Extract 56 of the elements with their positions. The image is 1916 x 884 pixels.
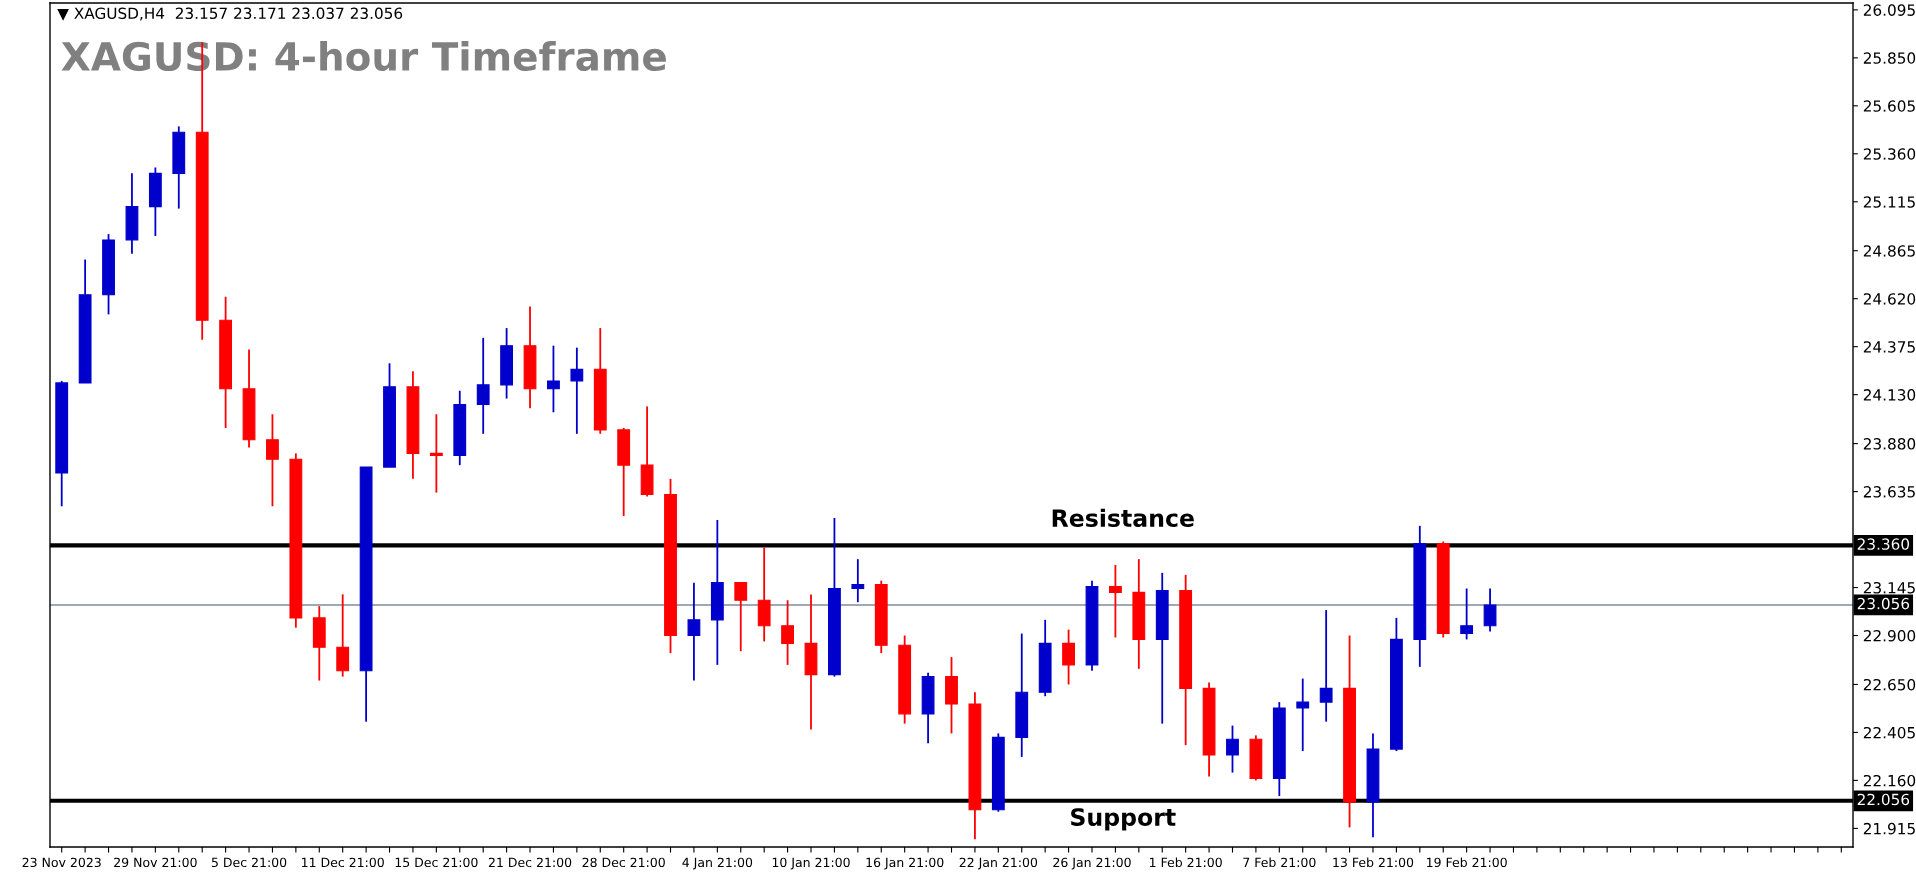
x-tick-label: 11 Dec 21:00 [302, 857, 384, 868]
y-tick-label: 23.145 [1863, 582, 1915, 594]
ref-line-label: 22.056 [1857, 793, 1910, 806]
y-tick-label: 22.405 [1863, 726, 1915, 739]
x-tick-label: 21 Dec 21:00 [488, 857, 572, 868]
candlestick [687, 581, 701, 682]
candlestick [336, 593, 350, 678]
y-tick-label: 24.375 [1863, 341, 1915, 353]
candlestick [547, 344, 560, 414]
candlestick [781, 599, 794, 666]
ref-line-label: 23.360 [1857, 538, 1910, 550]
x-tick-label: 7 Feb 21:00 [1243, 857, 1316, 868]
x-tick-label: 26 Jan 21:00 [1053, 857, 1131, 870]
y-tick-label: 22.900 [1863, 629, 1916, 642]
x-tick-label: 15 Dec 21:00 [395, 857, 478, 868]
candlestick [266, 413, 279, 508]
y-tick-label: 24.620 [1863, 293, 1916, 305]
y-tick-label: 25.115 [1863, 196, 1915, 208]
x-tick-label: 19 Feb 21:00 [1427, 857, 1507, 868]
y-tick-label: 26.095 [1863, 4, 1915, 16]
candlestick [570, 346, 584, 435]
x-tick-label: 28 Dec 21:00 [582, 857, 665, 868]
x-tick-label: 1 Feb 21:00 [1150, 857, 1222, 868]
x-tick-label: 10 Jan 21:00 [772, 857, 850, 870]
y-tick-label: 23.635 [1863, 486, 1915, 498]
candlestick [1296, 677, 1310, 752]
x-tick-label: 4 Jan 21:00 [682, 857, 753, 870]
x-tick-label: 5 Dec 21:00 [211, 857, 287, 868]
y-tick-label: 21.915 [1863, 822, 1915, 835]
y-tick-label: 23.880 [1863, 438, 1916, 450]
candlestick [1226, 724, 1239, 774]
x-tick-label: 22 Jan 21:00 [959, 857, 1038, 870]
annotation: Support [1071, 808, 1176, 831]
x-tick-label: 29 Nov 21:00 [114, 857, 197, 868]
candlestick [476, 336, 490, 435]
candlestick [1460, 587, 1474, 641]
candlestick [1319, 609, 1333, 723]
y-tick-label: 24.130 [1863, 389, 1916, 401]
annotation: ▼ XAGUSD,H4 23.157 23.171 23.037 23.056 [57, 7, 403, 21]
candlestick [429, 413, 443, 494]
y-tick-label: 25.850 [1863, 52, 1916, 64]
y-tick-label: 24.865 [1863, 245, 1915, 257]
candlestick [851, 558, 865, 604]
ref-line-label: 23.056 [1857, 597, 1910, 610]
x-tick-label: 23 Nov 2023 [22, 857, 101, 868]
y-tick-label: 22.160 [1863, 774, 1916, 787]
annotation: Resistance [1052, 508, 1194, 527]
y-tick-label: 25.360 [1863, 148, 1916, 160]
candlestick [1483, 587, 1497, 633]
y-tick-label: 25.605 [1863, 100, 1915, 112]
candlestick [734, 581, 748, 653]
y-tick-label: 22.650 [1863, 678, 1916, 691]
x-tick-label: 16 Jan 21:00 [866, 857, 944, 870]
x-tick-label: 13 Feb 21:00 [1333, 857, 1414, 868]
candlestick [1109, 564, 1122, 639]
candlestick [1062, 628, 1075, 686]
